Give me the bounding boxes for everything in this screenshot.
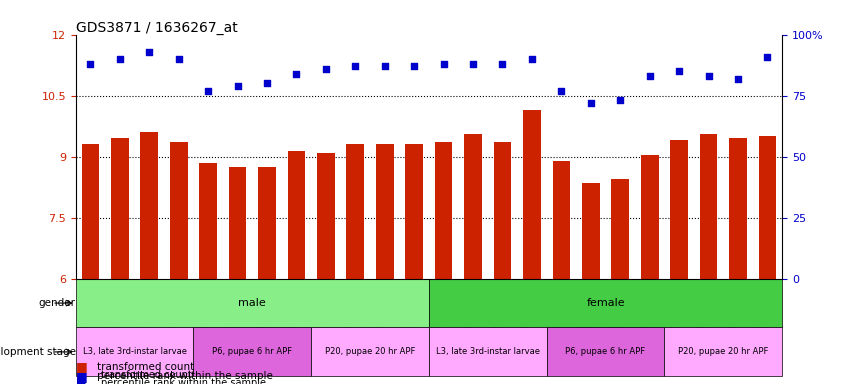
- FancyBboxPatch shape: [76, 328, 193, 376]
- FancyBboxPatch shape: [76, 279, 429, 328]
- Point: [407, 63, 420, 70]
- Text: percentile rank within the sample: percentile rank within the sample: [101, 378, 266, 384]
- Point: [113, 56, 126, 62]
- Bar: [376, 144, 394, 279]
- Text: L3, late 3rd-instar larvae: L3, late 3rd-instar larvae: [82, 348, 187, 356]
- Point: [437, 61, 451, 67]
- Text: P20, pupae 20 hr APF: P20, pupae 20 hr APF: [325, 348, 415, 356]
- Point: [320, 66, 333, 72]
- Text: L3, late 3rd-instar larvae: L3, late 3rd-instar larvae: [436, 348, 540, 356]
- Point: [643, 73, 657, 79]
- Text: GDS3871 / 1636267_at: GDS3871 / 1636267_at: [76, 21, 237, 35]
- Bar: [759, 136, 776, 279]
- Bar: [229, 167, 246, 279]
- Text: gender: gender: [39, 298, 76, 308]
- Text: P6, pupae 6 hr APF: P6, pupae 6 hr APF: [212, 348, 293, 356]
- Bar: [170, 142, 188, 279]
- Bar: [288, 151, 305, 279]
- Bar: [670, 140, 688, 279]
- Point: [673, 68, 686, 74]
- Bar: [111, 138, 129, 279]
- Text: ■: ■: [76, 360, 87, 373]
- Bar: [700, 134, 717, 279]
- Point: [202, 88, 215, 94]
- Bar: [82, 144, 99, 279]
- FancyBboxPatch shape: [193, 328, 311, 376]
- Point: [584, 100, 597, 106]
- Point: [614, 98, 627, 104]
- Bar: [523, 110, 541, 279]
- Point: [378, 63, 392, 70]
- Bar: [258, 167, 276, 279]
- Bar: [611, 179, 629, 279]
- Bar: [346, 144, 364, 279]
- Point: [732, 75, 745, 81]
- Point: [555, 88, 569, 94]
- FancyBboxPatch shape: [429, 328, 547, 376]
- Point: [466, 61, 479, 67]
- Point: [289, 71, 303, 77]
- Point: [261, 80, 274, 86]
- Bar: [553, 161, 570, 279]
- Text: male: male: [239, 298, 266, 308]
- Bar: [464, 134, 482, 279]
- Text: ■: ■: [76, 378, 86, 384]
- Bar: [435, 142, 452, 279]
- FancyBboxPatch shape: [311, 328, 429, 376]
- Point: [525, 56, 538, 62]
- Point: [142, 49, 156, 55]
- Bar: [317, 152, 335, 279]
- Point: [230, 83, 244, 89]
- FancyBboxPatch shape: [429, 279, 782, 328]
- Point: [83, 61, 97, 67]
- Point: [496, 61, 510, 67]
- FancyBboxPatch shape: [664, 328, 782, 376]
- Point: [348, 63, 362, 70]
- Text: development stage: development stage: [0, 347, 76, 357]
- Text: P6, pupae 6 hr APF: P6, pupae 6 hr APF: [565, 348, 646, 356]
- Text: transformed count: transformed count: [97, 362, 194, 372]
- Bar: [494, 142, 511, 279]
- Point: [701, 73, 715, 79]
- Bar: [405, 144, 423, 279]
- Text: percentile rank within the sample: percentile rank within the sample: [97, 371, 272, 381]
- Bar: [140, 132, 158, 279]
- Bar: [199, 163, 217, 279]
- Bar: [729, 138, 747, 279]
- Bar: [582, 183, 600, 279]
- Text: female: female: [586, 298, 625, 308]
- Text: transformed count: transformed count: [101, 370, 192, 380]
- Text: ■: ■: [76, 370, 87, 383]
- Bar: [641, 155, 659, 279]
- FancyBboxPatch shape: [547, 328, 664, 376]
- Text: P20, pupae 20 hr APF: P20, pupae 20 hr APF: [678, 348, 769, 356]
- Point: [172, 56, 185, 62]
- Point: [761, 53, 775, 60]
- Text: ■: ■: [76, 370, 86, 380]
